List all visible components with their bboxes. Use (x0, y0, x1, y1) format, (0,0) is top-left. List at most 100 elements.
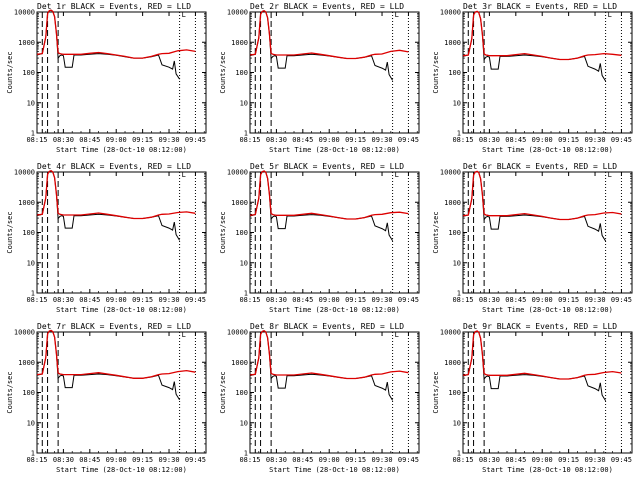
y-tick-label: 1000 (444, 359, 461, 367)
x-tick-label: 09:00 (319, 136, 340, 144)
y-axis-label: Counts/sec (6, 51, 14, 93)
y-tick-label: 100 (448, 69, 461, 77)
x-tick-label: 08:15 (239, 296, 260, 304)
y-tick-label: 10000 (227, 169, 248, 177)
detector-panel-2: Det 2r BLACK = Events, RED = LLD 1 10 100 10… (213, 0, 426, 160)
detector-panel-8: Det 8r BLACK = Events, RED = LLD 1 10 100 10… (213, 320, 426, 480)
x-tick-label: 08:45 (79, 136, 100, 144)
y-tick-label: 100 (22, 69, 35, 77)
y-tick-label: 1000 (231, 359, 248, 367)
x-tick-label: 09:15 (558, 136, 579, 144)
y-tick-label: 100 (22, 229, 35, 237)
x-tick-label: 08:15 (452, 136, 473, 144)
marker-L-label: L (608, 171, 612, 179)
y-tick-label: 1000 (231, 199, 248, 207)
x-tick-label: 09:30 (371, 136, 392, 144)
y-tick-label: 100 (235, 389, 248, 397)
x-tick-label: 09:00 (319, 296, 340, 304)
y-tick-label: 100 (448, 389, 461, 397)
panel-title: Det 4r BLACK = Events, RED = LLD (37, 162, 191, 171)
y-tick-label: 10 (240, 259, 248, 267)
x-tick-label: 08:30 (53, 456, 74, 464)
y-tick-label: 100 (235, 69, 248, 77)
y-tick-label: 100 (22, 389, 35, 397)
x-axis-label: Start Time (28-Oct-10 08:12:00) (269, 466, 400, 474)
series-line-lld (249, 329, 409, 380)
series-line-lld (249, 9, 409, 60)
x-axis-label: Start Time (28-Oct-10 08:12:00) (269, 146, 400, 154)
x-tick-label: 09:45 (398, 296, 419, 304)
x-tick-label: 09:30 (158, 136, 179, 144)
x-tick-label: 09:00 (532, 296, 553, 304)
panel-chart-svg: Det 2r BLACK = Events, RED = LLD 1 10 100 10… (219, 2, 420, 154)
series-line-lld (36, 9, 196, 59)
y-tick-label: 1 (457, 130, 461, 138)
x-axis-label: Start Time (28-Oct-10 08:12:00) (56, 466, 187, 474)
x-tick-label: 09:30 (158, 456, 179, 464)
y-tick-label: 1 (244, 130, 248, 138)
marker-L-label: L (395, 11, 399, 19)
x-tick-label: 08:30 (266, 456, 287, 464)
x-tick-label: 08:15 (26, 296, 47, 304)
marker-L-label: L (182, 331, 186, 339)
marker-L-label: L (608, 331, 612, 339)
plot-frame (462, 331, 633, 454)
y-axis-label: Counts/sec (6, 211, 14, 253)
x-tick-label: 09:30 (584, 136, 605, 144)
series-line-lld (462, 330, 622, 380)
y-axis-label: Counts/sec (432, 371, 440, 413)
y-tick-label: 10000 (440, 169, 461, 177)
y-tick-label: 10 (453, 419, 461, 427)
series-line-lld (462, 170, 622, 221)
x-axis-label: Start Time (28-Oct-10 08:12:00) (482, 146, 613, 154)
x-tick-label: 09:45 (611, 296, 632, 304)
y-tick-label: 10 (27, 99, 35, 107)
x-tick-label: 09:15 (132, 136, 153, 144)
x-tick-label: 08:45 (292, 136, 313, 144)
x-axis-label: Start Time (28-Oct-10 08:12:00) (482, 466, 613, 474)
panel-title: Det 7r BLACK = Events, RED = LLD (37, 322, 191, 331)
y-tick-label: 10000 (227, 9, 248, 17)
x-tick-label: 08:45 (292, 456, 313, 464)
series-line-lld (462, 10, 622, 61)
x-tick-label: 09:45 (398, 136, 419, 144)
y-tick-label: 10 (240, 99, 248, 107)
series-line-lld (249, 170, 409, 220)
y-tick-label: 1000 (444, 39, 461, 47)
x-tick-label: 09:45 (185, 296, 206, 304)
x-tick-label: 08:30 (479, 456, 500, 464)
x-tick-label: 08:15 (239, 456, 260, 464)
x-tick-label: 09:45 (185, 456, 206, 464)
marker-L-label: L (182, 171, 186, 179)
panel-title: Det 2r BLACK = Events, RED = LLD (250, 2, 404, 11)
series-line-lld (36, 169, 196, 220)
x-axis-label: Start Time (28-Oct-10 08:12:00) (482, 306, 613, 314)
plot-frame (36, 171, 207, 294)
x-axis-label: Start Time (28-Oct-10 08:12:00) (56, 306, 187, 314)
panel-chart-svg: Det 5r BLACK = Events, RED = LLD 1 10 100 10… (219, 162, 420, 314)
y-tick-label: 10000 (227, 329, 248, 337)
x-tick-label: 09:15 (558, 456, 579, 464)
x-tick-label: 09:30 (371, 456, 392, 464)
y-axis-label: Counts/sec (219, 211, 227, 253)
panel-title: Det 5r BLACK = Events, RED = LLD (250, 162, 404, 171)
x-tick-label: 08:30 (479, 296, 500, 304)
x-tick-label: 08:15 (26, 456, 47, 464)
x-tick-label: 09:00 (532, 456, 553, 464)
y-axis-label: Counts/sec (6, 371, 14, 413)
x-tick-label: 09:15 (558, 296, 579, 304)
y-tick-label: 10 (27, 419, 35, 427)
y-tick-label: 1000 (18, 199, 35, 207)
y-tick-label: 10 (453, 99, 461, 107)
y-tick-label: 10000 (440, 329, 461, 337)
x-axis-label: Start Time (28-Oct-10 08:12:00) (269, 306, 400, 314)
x-tick-label: 08:45 (505, 136, 526, 144)
y-tick-label: 100 (448, 229, 461, 237)
panel-title: Det 1r BLACK = Events, RED = LLD (37, 2, 191, 11)
x-tick-label: 08:45 (79, 296, 100, 304)
y-axis-label: Counts/sec (219, 51, 227, 93)
x-tick-label: 08:45 (292, 296, 313, 304)
plot-frame (462, 11, 633, 134)
x-tick-label: 09:15 (132, 296, 153, 304)
panel-title: Det 8r BLACK = Events, RED = LLD (250, 322, 404, 331)
